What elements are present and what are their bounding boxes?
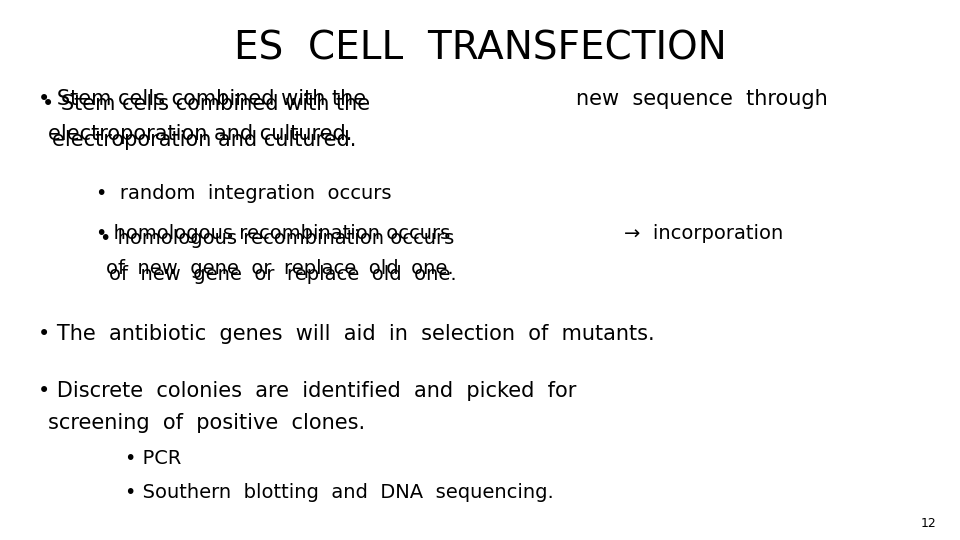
Text: • Stem cells combined with the: • Stem cells combined with the [42,94,371,114]
Text: →  incorporation: → incorporation [624,224,783,243]
Text: new  sequence  through: new sequence through [576,89,828,109]
Text: • homologous recombination occurs: • homologous recombination occurs [100,230,454,248]
Text: 12: 12 [921,517,936,530]
Text: • PCR: • PCR [125,449,181,468]
Text: • Southern  blotting  and  DNA  sequencing.: • Southern blotting and DNA sequencing. [125,483,554,502]
Text: • The  antibiotic  genes  will  aid  in  selection  of  mutants.: • The antibiotic genes will aid in selec… [38,324,655,344]
Text: electroporation and cultured.: electroporation and cultured. [52,130,356,150]
Text: ES  CELL  TRANSFECTION: ES CELL TRANSFECTION [233,30,727,68]
Text: electroporation and cultured.: electroporation and cultured. [48,124,352,144]
Text: screening  of  positive  clones.: screening of positive clones. [48,413,365,433]
Text: of  new  gene  or  replace  old  one.: of new gene or replace old one. [106,259,453,278]
Text: • homologous recombination occurs: • homologous recombination occurs [96,224,450,243]
Text: •  random  integration  occurs: • random integration occurs [96,184,392,202]
Text: of  new  gene  or  replace  old  one.: of new gene or replace old one. [109,265,457,284]
Text: • Discrete  colonies  are  identified  and  picked  for: • Discrete colonies are identified and p… [38,381,577,401]
Text: • Stem cells combined with the: • Stem cells combined with the [38,89,367,109]
